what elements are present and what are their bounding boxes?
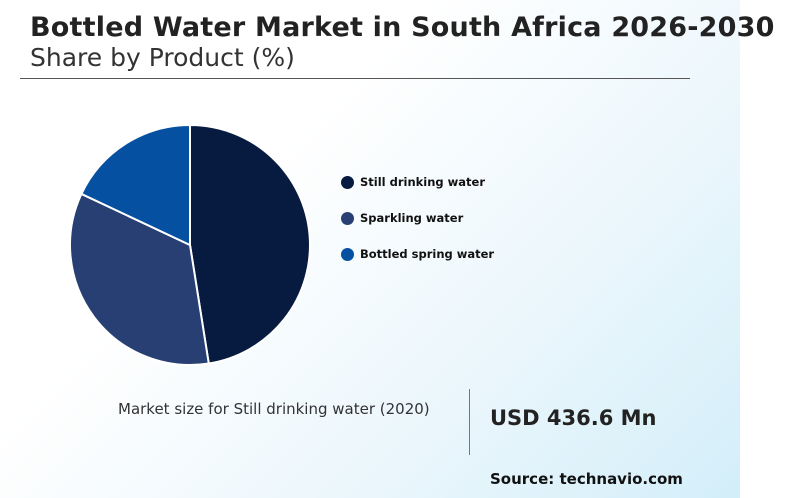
legend-label: Sparkling water — [360, 211, 464, 225]
legend-swatch — [341, 212, 354, 225]
legend-swatch — [341, 248, 354, 261]
callout-divider — [469, 389, 470, 455]
market-size-value: USD 436.6 Mn — [490, 406, 657, 430]
source-credit: Source: technavio.com — [490, 470, 683, 488]
pie-slice-still-drinking-water — [189, 123, 311, 365]
legend-label: Bottled spring water — [360, 247, 495, 261]
chart-title: Bottled Water Market in South Africa 202… — [30, 12, 775, 43]
pie-slice-bottled-spring-water — [80, 123, 191, 247]
pie-slice-sparkling-water — [69, 192, 210, 366]
legend-label: Still drinking water — [360, 175, 486, 189]
legend-swatch — [341, 176, 354, 189]
title-divider — [20, 78, 690, 79]
pie-chart — [69, 123, 311, 366]
chart-subtitle: Share by Product (%) — [30, 43, 295, 72]
market-size-label: Market size for Still drinking water (20… — [118, 400, 430, 418]
